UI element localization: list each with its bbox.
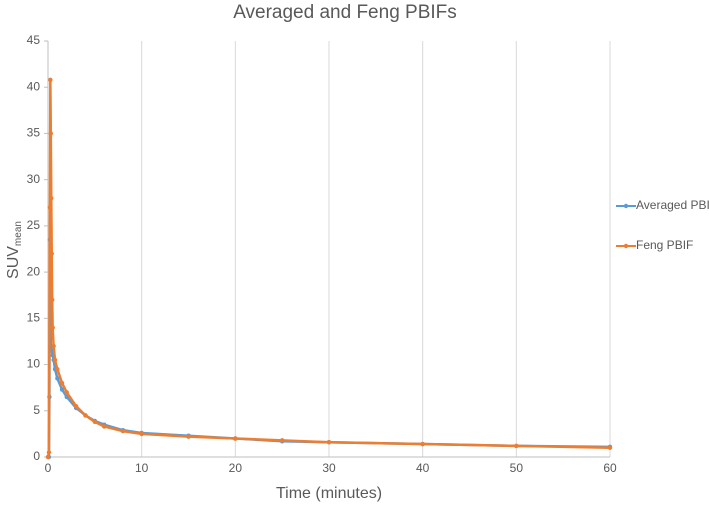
x-tick-label: 60 — [603, 461, 617, 475]
data-point — [83, 413, 88, 418]
data-point — [326, 440, 332, 445]
data-point — [51, 343, 56, 349]
data-point — [120, 428, 126, 434]
x-tick-label: 10 — [135, 461, 149, 475]
y-tick-label: 30 — [27, 172, 41, 186]
data-point — [49, 195, 54, 201]
y-tick-label: 15 — [27, 311, 41, 325]
x-tick-label: 0 — [45, 461, 52, 475]
data-point — [59, 380, 65, 386]
data-point — [55, 376, 60, 381]
x-tick-label: 20 — [229, 461, 243, 475]
y-axis-label: SUVmean — [5, 221, 23, 279]
data-point — [55, 366, 60, 372]
data-point — [50, 297, 55, 303]
data-point — [52, 357, 58, 363]
legend-marker — [623, 203, 629, 209]
y-tick-label: 0 — [33, 449, 40, 463]
legend-label: Feng PBIF — [636, 238, 693, 252]
data-point — [92, 419, 98, 425]
data-point — [514, 443, 519, 449]
data-point — [45, 454, 51, 460]
data-point — [607, 445, 613, 450]
data-point — [50, 325, 55, 330]
data-point — [139, 431, 144, 437]
legend-label: Averaged PBIF — [636, 198, 709, 212]
chart-title: Averaged and Feng PBIFs — [233, 2, 457, 23]
x-tick-label: 50 — [510, 461, 524, 475]
data-point — [102, 424, 107, 429]
data-point — [64, 390, 69, 395]
x-tick-label: 30 — [322, 461, 336, 475]
data-point — [48, 131, 54, 136]
y-tick-label: 20 — [27, 264, 41, 278]
data-point — [46, 450, 52, 455]
data-point — [49, 251, 54, 256]
data-point — [47, 205, 53, 210]
data-point — [48, 77, 53, 83]
data-point — [73, 403, 79, 409]
data-point — [279, 438, 285, 443]
y-tick-label: 45 — [27, 33, 41, 47]
y-tick-label: 35 — [27, 126, 41, 140]
y-axis-label-main: SUV — [5, 246, 22, 279]
data-point — [233, 436, 238, 441]
x-tick-label: 40 — [416, 461, 430, 475]
legend-marker — [623, 243, 629, 249]
data-point — [420, 441, 425, 447]
y-tick-label: 40 — [27, 79, 41, 93]
data-point — [186, 434, 191, 439]
x-axis-label: Time (minutes) — [276, 485, 382, 502]
y-tick-label: 5 — [33, 403, 40, 417]
y-axis-label-sub: mean — [13, 221, 24, 246]
y-tick-label: 10 — [27, 357, 41, 371]
y-tick-label: 25 — [27, 218, 41, 232]
data-point — [59, 387, 65, 392]
